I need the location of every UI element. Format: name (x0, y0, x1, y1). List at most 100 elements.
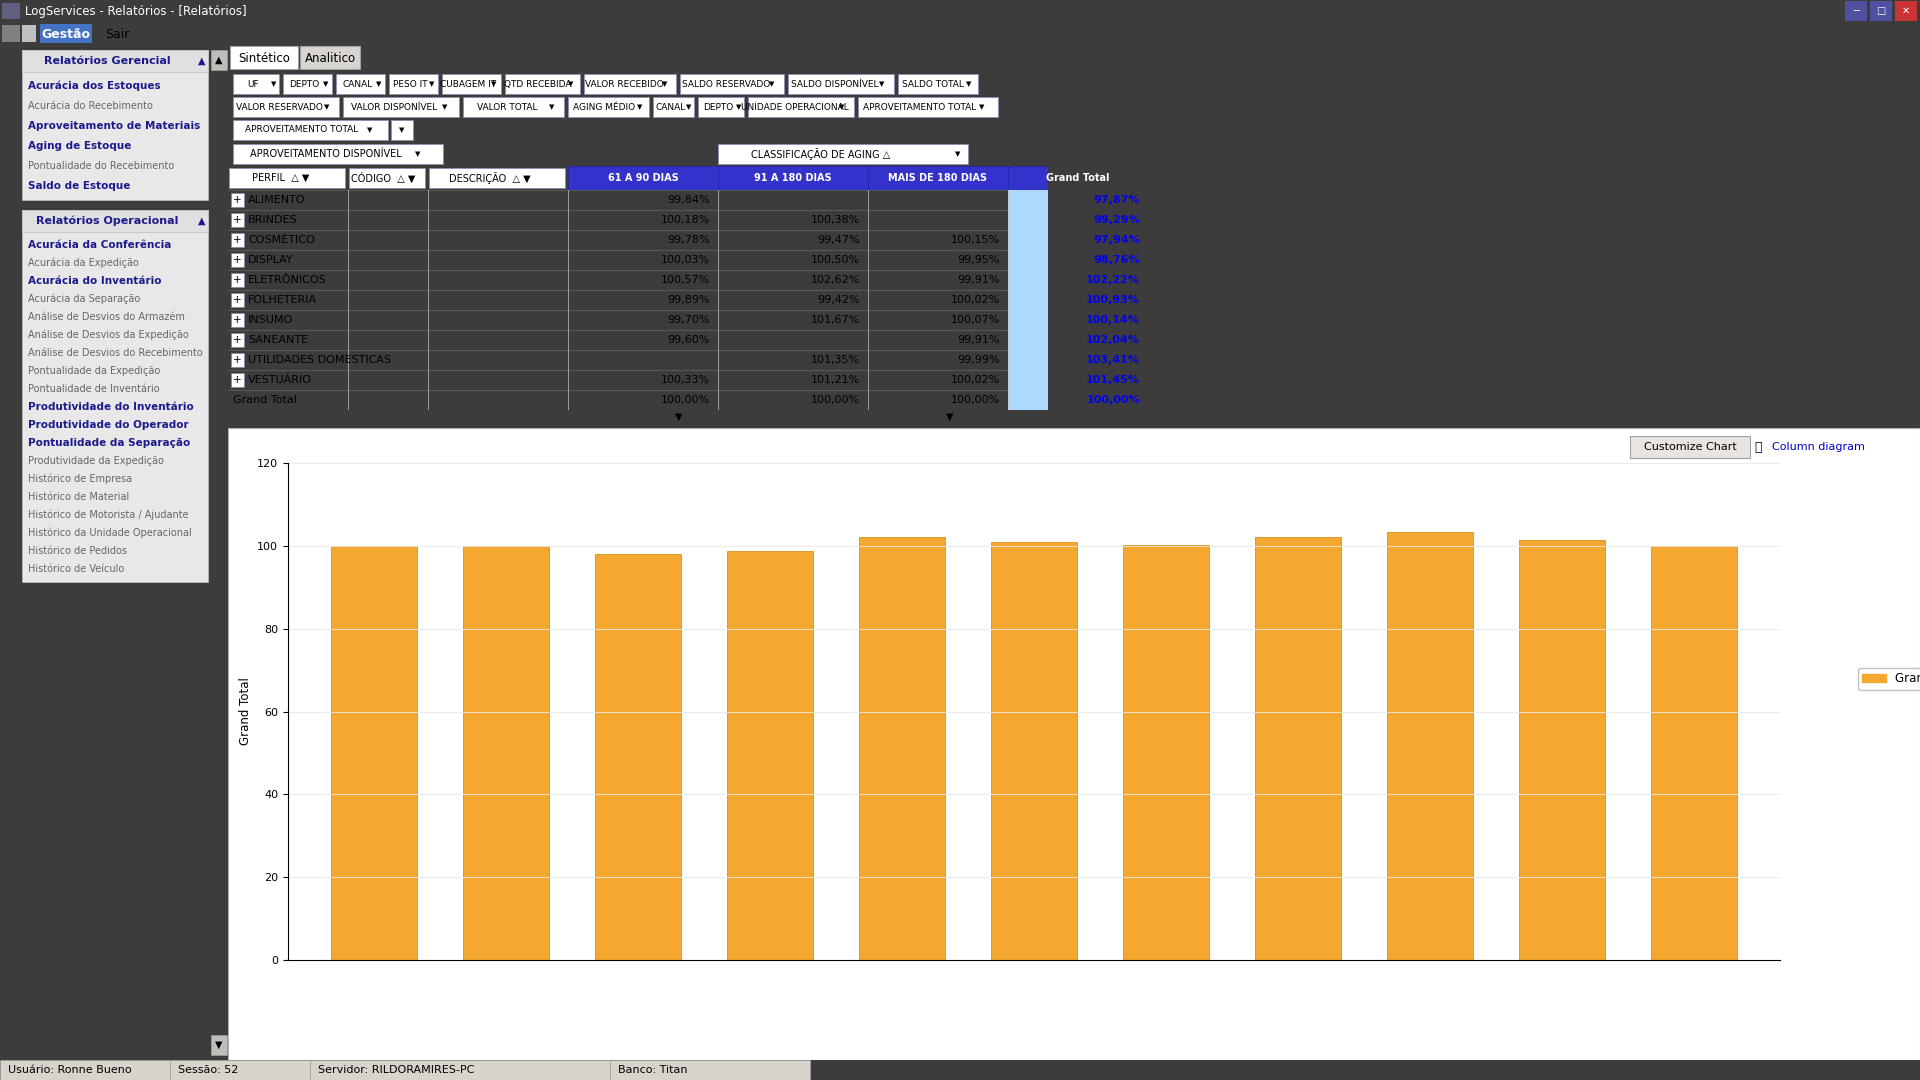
Text: QTD RECEBIDA: QTD RECEBIDA (505, 80, 572, 89)
Text: Grand Total: Grand Total (232, 395, 298, 405)
Text: AGING MÉDIO: AGING MÉDIO (572, 103, 636, 111)
Text: Pontualidade da Expedição: Pontualidade da Expedição (29, 366, 159, 376)
Bar (1008, 370, 1148, 390)
Text: 97,87%: 97,87% (1094, 195, 1140, 205)
Text: 📊: 📊 (1755, 441, 1763, 454)
Text: PERFIL  △ ▼: PERFIL △ ▼ (252, 173, 309, 183)
Text: +: + (232, 215, 242, 225)
Bar (230, 313, 244, 327)
Bar (230, 233, 244, 247)
Text: Acurácia dos Estoques: Acurácia dos Estoques (29, 81, 161, 91)
Text: 97,94%: 97,94% (1092, 235, 1140, 245)
Text: +: + (232, 375, 242, 384)
Text: ▼: ▼ (956, 151, 960, 157)
Text: Pontualidade de Inventário: Pontualidade de Inventário (29, 383, 159, 393)
Text: DEPTO: DEPTO (290, 80, 321, 89)
Bar (1008, 166, 1148, 190)
Text: 103,41%: 103,41% (1087, 355, 1140, 365)
Text: Acurácia do Inventário: Acurácia do Inventário (29, 275, 161, 285)
Text: 99,91%: 99,91% (958, 335, 1000, 345)
Text: LogServices - Relatórios - [Relatórios]: LogServices - Relatórios - [Relatórios] (25, 4, 246, 17)
Text: □: □ (1876, 6, 1885, 16)
Bar (1008, 350, 1148, 370)
Text: ▼: ▼ (662, 81, 668, 87)
Text: SALDO RESERVADO: SALDO RESERVADO (682, 80, 770, 89)
Text: ✕: ✕ (1903, 6, 1910, 16)
Text: 100,00%: 100,00% (1087, 395, 1140, 405)
Text: ─: ─ (1853, 6, 1859, 16)
Bar (680, 75, 783, 94)
Bar (718, 166, 868, 190)
Bar (232, 120, 388, 140)
Text: ▼: ▼ (685, 104, 691, 110)
Text: 102,22%: 102,22% (1087, 275, 1140, 285)
Text: Produtividade da Expedição: Produtividade da Expedição (29, 456, 163, 465)
Text: 101,67%: 101,67% (810, 315, 860, 325)
Text: Grand Total: Grand Total (1046, 173, 1110, 183)
Text: Gestão: Gestão (42, 27, 90, 40)
Text: UTILIDADES DOMESTICAS: UTILIDADES DOMESTICAS (248, 355, 392, 365)
Bar (899, 75, 977, 94)
Bar (1845, 1, 1866, 21)
Text: 101,35%: 101,35% (810, 355, 860, 365)
Text: ▼: ▼ (367, 127, 372, 133)
Text: UNIDADE OPERACIONAL: UNIDADE OPERACIONAL (741, 103, 849, 111)
Bar (392, 120, 413, 140)
Text: ▼: ▼ (271, 81, 276, 87)
Text: +: + (232, 315, 242, 325)
Text: +: + (232, 235, 242, 245)
Text: APROVEITAMENTO TOTAL: APROVEITAMENTO TOTAL (244, 125, 357, 135)
Text: 100,18%: 100,18% (660, 215, 710, 225)
Text: Aproveitamento de Materiais: Aproveitamento de Materiais (29, 121, 200, 131)
Text: ▼: ▼ (735, 104, 741, 110)
Text: 100,33%: 100,33% (660, 375, 710, 384)
Text: +: + (232, 275, 242, 285)
Bar (21, 50, 207, 72)
Text: 99,47%: 99,47% (818, 235, 860, 245)
Text: ELETRÔNICOS: ELETRÔNICOS (248, 275, 326, 285)
Text: Aging de Estoque: Aging de Estoque (29, 141, 131, 151)
Text: Customize Chart: Customize Chart (1644, 442, 1736, 453)
Bar (1008, 210, 1148, 230)
Text: PESO IT: PESO IT (394, 80, 428, 89)
Bar (699, 97, 745, 117)
Bar (1008, 190, 1148, 210)
Bar (230, 353, 244, 367)
Text: VALOR RECEBIDO: VALOR RECEBIDO (586, 80, 664, 89)
Bar (1123, 545, 1210, 960)
Bar (21, 210, 207, 232)
Bar (0, 1059, 171, 1080)
Text: VESTUÁRIO: VESTUÁRIO (248, 375, 311, 384)
Bar (232, 75, 278, 94)
Text: 99,95%: 99,95% (958, 255, 1000, 265)
Text: Sessão: 52: Sessão: 52 (179, 1065, 238, 1075)
Text: INSUMO: INSUMO (248, 315, 294, 325)
Text: FOLHETERIA: FOLHETERIA (248, 295, 317, 305)
Text: 99,91%: 99,91% (958, 275, 1000, 285)
Text: ▼: ▼ (637, 104, 641, 110)
Bar (230, 46, 298, 69)
Text: 99,78%: 99,78% (668, 235, 710, 245)
Text: ▼: ▼ (979, 104, 983, 110)
Text: 100,00%: 100,00% (810, 395, 860, 405)
Text: ▲: ▲ (198, 56, 205, 66)
Bar (230, 193, 244, 207)
Bar (21, 25, 36, 42)
Text: ▼: ▼ (966, 81, 972, 87)
Bar (991, 542, 1077, 960)
Text: 99,84%: 99,84% (668, 195, 710, 205)
Text: 101,45%: 101,45% (1087, 375, 1140, 384)
Bar (1008, 249, 1148, 270)
Text: Pontualidade do Recebimento: Pontualidade do Recebimento (29, 161, 175, 171)
Text: Produtividade do Inventário: Produtividade do Inventário (29, 402, 194, 411)
Text: Histórico da Unidade Operacional: Histórico da Unidade Operacional (29, 527, 192, 538)
Text: Histórico de Motorista / Ajudante: Histórico de Motorista / Ajudante (29, 510, 188, 519)
Text: ▼: ▼ (839, 104, 845, 110)
Bar (21, 50, 207, 200)
Text: Análise de Desvios do Recebimento: Análise de Desvios do Recebimento (29, 348, 204, 357)
Bar (1008, 270, 1148, 291)
Text: CÓDIGO  △ ▼: CÓDIGO △ ▼ (351, 173, 415, 184)
Bar (728, 551, 812, 960)
Bar (2, 3, 19, 19)
Y-axis label: Grand Total: Grand Total (238, 677, 252, 745)
